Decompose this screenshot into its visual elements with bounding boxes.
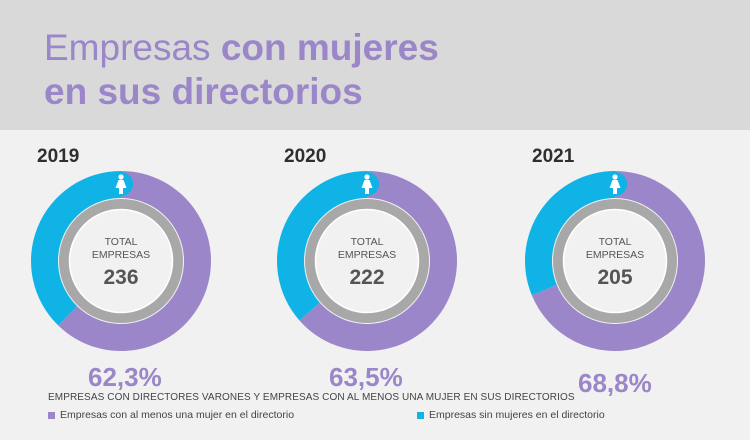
inner-ring xyxy=(553,199,677,323)
woman-icon xyxy=(355,172,379,196)
inner-ring-edge xyxy=(68,208,174,314)
center-label-total: TOTAL xyxy=(599,236,632,248)
year-label-2019: 2019 xyxy=(37,146,80,167)
year-label-2021: 2021 xyxy=(532,146,575,167)
legend-swatch-cyan xyxy=(417,411,424,419)
inner-ring xyxy=(305,199,429,323)
donut-slice-with-women xyxy=(531,171,705,351)
title-light: Empresas xyxy=(44,27,211,68)
donut-slice-with-women xyxy=(58,171,212,351)
woman-icon-body xyxy=(609,180,621,194)
donut-hole xyxy=(70,210,172,312)
woman-icon-body xyxy=(115,180,127,194)
pct-label-2020: 63,5% xyxy=(329,362,403,392)
center-label-empresas: EMPRESAS xyxy=(92,249,150,261)
page-title: Empresas con mujeres en sus directorios xyxy=(44,26,439,114)
legend-label: Empresas con al menos una mujer en el di… xyxy=(60,409,295,421)
inner-ring-edge xyxy=(562,208,668,314)
pct-label-2021: 68,8% xyxy=(578,368,652,398)
woman-icon xyxy=(109,172,133,196)
inner-ring-edge xyxy=(314,208,420,314)
center-total-value: 205 xyxy=(597,266,632,289)
woman-icon xyxy=(603,172,627,196)
donut-slice-with-women xyxy=(299,171,457,351)
year-label-2020: 2020 xyxy=(284,146,327,167)
donut-slice-without-women xyxy=(525,171,615,296)
woman-icon-head xyxy=(612,174,618,180)
donut-slice-without-women xyxy=(31,171,121,326)
inner-ring xyxy=(59,199,183,323)
center-label-empresas: EMPRESAS xyxy=(586,249,644,261)
donut-hole xyxy=(564,210,666,312)
donut-hole xyxy=(316,210,418,312)
donut-slice-without-women xyxy=(277,171,367,321)
center-label-total: TOTAL xyxy=(351,236,384,248)
legend-label: Empresas sin mujeres en el directorio xyxy=(429,409,605,421)
woman-icon-body xyxy=(361,180,373,194)
center-total-value: 236 xyxy=(103,266,138,289)
legend-swatch-purple xyxy=(48,411,55,419)
pct-label-2019: 62,3% xyxy=(88,362,162,392)
legend-title: EMPRESAS CON DIRECTORES VARONES Y EMPRES… xyxy=(48,392,575,403)
legend-item-with-women: Empresas con al menos una mujer en el di… xyxy=(48,409,294,421)
header-band: Empresas con mujeres en sus directorios xyxy=(0,0,750,130)
legend-item-without-women: Empresas sin mujeres en el directorio xyxy=(417,409,605,421)
title-bold-line2: en sus directorios xyxy=(44,71,363,112)
center-label-empresas: EMPRESAS xyxy=(338,249,396,261)
title-bold: con mujeres xyxy=(220,27,439,68)
woman-icon-head xyxy=(118,174,124,180)
woman-icon-head xyxy=(364,174,370,180)
center-label-total: TOTAL xyxy=(105,236,138,248)
center-total-value: 222 xyxy=(349,266,384,289)
